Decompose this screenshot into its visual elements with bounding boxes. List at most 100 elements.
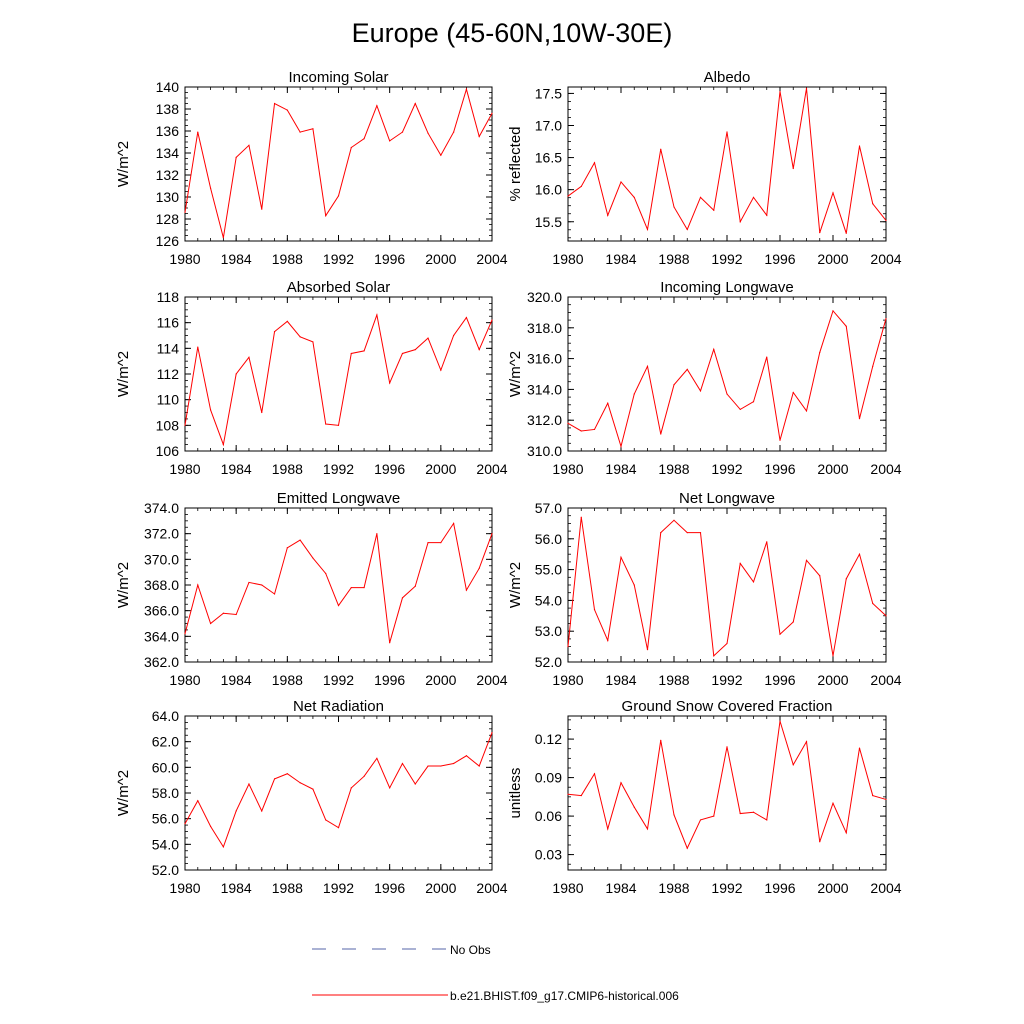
data-point: [699, 532, 702, 534]
panel-title-net-radiation: Net Radiation: [293, 698, 384, 715]
data-point: [401, 352, 404, 355]
data-point: [660, 433, 662, 435]
data-point: [376, 314, 378, 316]
legend-label-model: b.e21.BHIST.f09_g17.CMIP6-historical.006: [450, 989, 679, 1003]
x-tick-label: 1980: [169, 880, 200, 896]
x-tick-label: 1980: [552, 461, 583, 477]
data-point: [567, 793, 569, 795]
data-point: [440, 765, 442, 767]
y-tick-label: 0.03: [535, 847, 562, 863]
data-point: [885, 615, 887, 617]
data-point: [197, 584, 199, 586]
series-line-emitted-longwave: [184, 522, 493, 643]
x-tick-label: 2000: [425, 251, 456, 267]
data-point: [465, 755, 468, 757]
data-point: [713, 655, 715, 657]
panel-incoming-longwave: Incoming Longwave 1980 1984 1988 1992 1996 200…: [507, 279, 902, 477]
data-point: [414, 102, 416, 105]
data-point: [209, 825, 212, 827]
panel-ground-snow-covered-fraction: Ground Snow Covered Fraction 1980 1984 1988…: [507, 698, 902, 896]
y-tick-label: 0.09: [535, 770, 562, 786]
y-tick-label: 108: [156, 417, 180, 433]
data-point: [607, 402, 609, 404]
data-point: [845, 832, 847, 834]
y-tick-label: 53.0: [535, 623, 562, 639]
x-tick-label: 1996: [764, 880, 795, 896]
data-point: [607, 214, 609, 216]
data-point: [646, 365, 649, 367]
panel-title-absorbed-solar: Absorbed Solar: [287, 279, 390, 296]
data-point: [673, 206, 675, 208]
data-point: [286, 547, 288, 549]
data-point: [350, 586, 352, 589]
data-point: [427, 337, 429, 339]
x-tick-label: 1992: [323, 880, 354, 896]
y-tick-label: 112: [157, 366, 180, 382]
data-point: [299, 782, 301, 784]
x-tick-label: 2004: [476, 880, 507, 896]
x-tick-label: 1984: [605, 880, 636, 896]
panel-absorbed-solar: Absorbed Solar 1980 1984 1988 1992 1996 2000 20…: [115, 279, 508, 477]
data-point: [401, 597, 404, 599]
data-point: [209, 622, 212, 625]
data-point: [337, 604, 340, 607]
figure-title: Europe (45-60N,10W-30E): [352, 18, 673, 48]
y-tick-label: 16.5: [535, 150, 562, 166]
panel-net-radiation: Net Radiation 1980 1984 1988 1992 1996 2000 200…: [115, 698, 508, 896]
data-point: [646, 228, 649, 231]
y-tick-label: 60.0: [152, 759, 179, 775]
data-point: [453, 762, 455, 765]
data-point: [209, 187, 212, 189]
data-point: [766, 819, 768, 821]
data-point: [389, 140, 391, 142]
data-point: [832, 310, 834, 312]
x-tick-label: 1988: [272, 880, 303, 896]
data-point: [739, 562, 741, 565]
data-point: [792, 391, 794, 394]
y-tick-label: 62.0: [152, 734, 179, 750]
data-point: [478, 765, 480, 767]
data-point: [858, 553, 861, 555]
x-tick-label: 1996: [374, 461, 405, 477]
panel-title-incoming-solar: Incoming Solar: [288, 69, 388, 86]
x-tick-label: 2000: [425, 672, 456, 688]
y-tick-label: 55.0: [535, 562, 562, 578]
y-axis-label-net-radiation: W/m^2: [115, 770, 132, 816]
data-point: [832, 802, 834, 804]
data-point: [478, 567, 480, 569]
data-point: [414, 585, 416, 587]
data-point: [726, 746, 728, 748]
data-point: [673, 384, 675, 386]
x-tick-label: 2004: [476, 672, 507, 688]
data-point: [739, 221, 741, 223]
data-point: [686, 532, 688, 534]
data-point: [478, 349, 480, 351]
y-tick-label: 110: [157, 392, 180, 408]
x-tick-label: 1992: [323, 672, 354, 688]
data-point: [633, 584, 635, 586]
data-point: [248, 356, 250, 358]
data-point: [286, 773, 288, 775]
y-tick-label: 106: [156, 443, 180, 459]
panel-net-longwave: Net Longwave 1980 1984 1988 1992 1996 2000 2004…: [507, 490, 902, 688]
plot-frame-net-longwave: [567, 507, 887, 663]
data-point: [819, 232, 821, 234]
data-point: [273, 331, 276, 333]
data-point: [222, 612, 224, 614]
x-tick-label: 1996: [374, 672, 405, 688]
data-point: [593, 773, 596, 775]
data-point: [699, 390, 702, 392]
y-tick-label: 130: [156, 189, 180, 205]
x-tick-label: 1996: [764, 461, 795, 477]
y-tick-label: 16.0: [535, 182, 562, 198]
data-point: [819, 841, 821, 843]
data-point: [607, 639, 609, 642]
data-point: [779, 720, 781, 722]
data-point: [376, 757, 378, 759]
data-point: [350, 352, 352, 355]
panel-title-emitted-longwave: Emitted Longwave: [277, 490, 400, 507]
y-tick-label: 58.0: [152, 785, 179, 801]
panel-incoming-solar: Incoming Solar 1980 1984 1988 1992 1996 2000 20…: [115, 69, 508, 267]
data-point: [699, 819, 702, 821]
y-tick-label: 17.0: [535, 118, 562, 134]
